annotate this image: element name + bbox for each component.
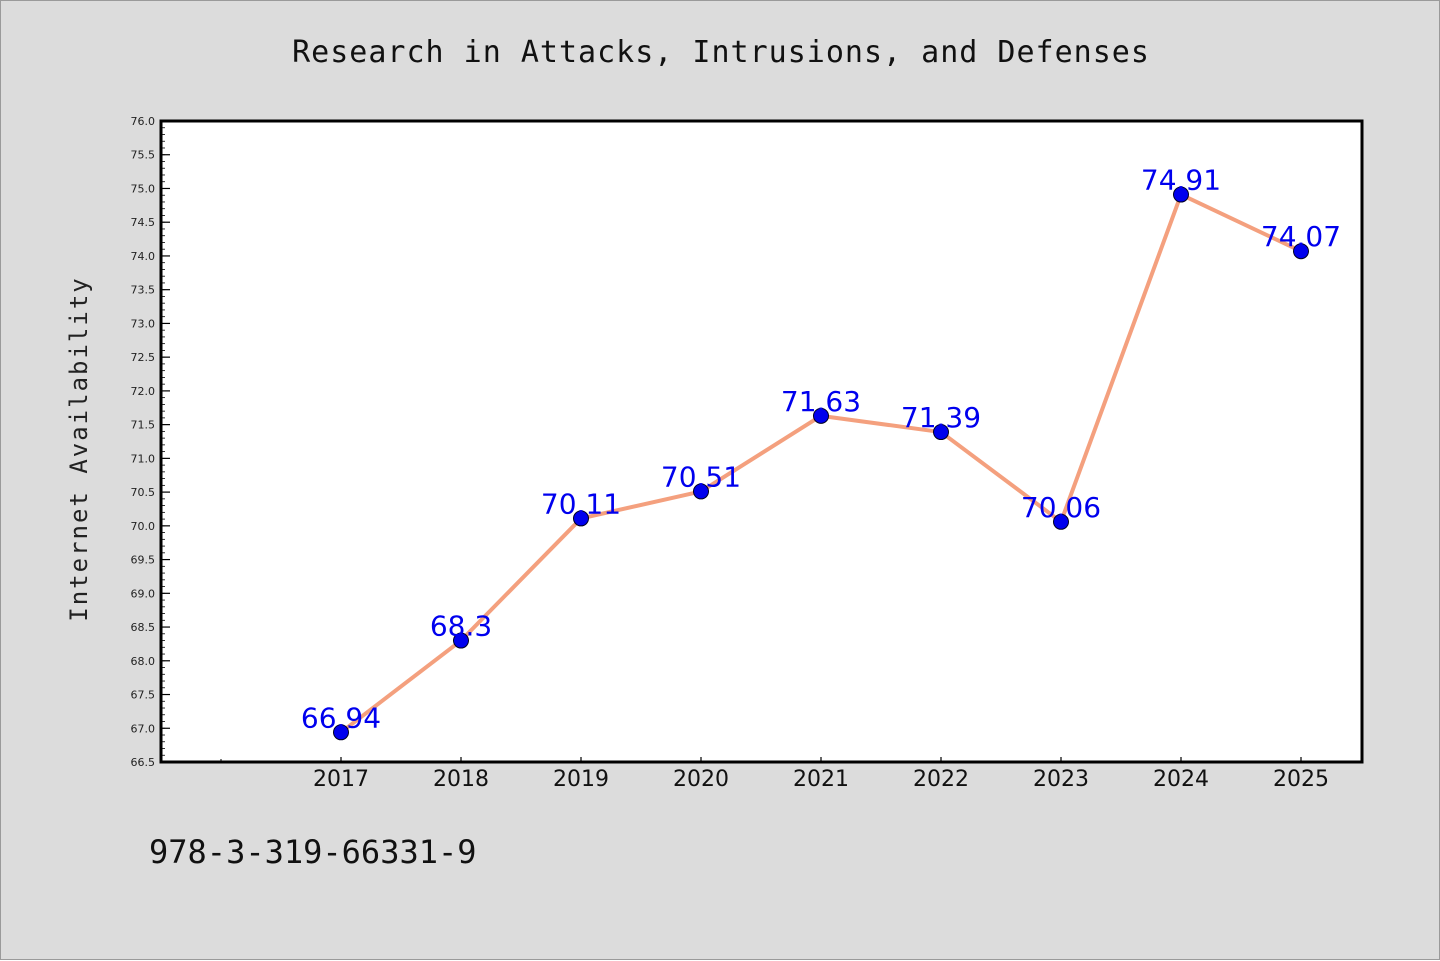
- data-label: 71.39: [901, 401, 981, 434]
- data-point: [1293, 243, 1309, 260]
- y-tick-label: 73.0: [131, 317, 156, 330]
- y-tick-label: 68.5: [131, 621, 156, 634]
- y-tick-label: 71.5: [131, 419, 156, 432]
- y-tick-label: 74.0: [131, 250, 156, 263]
- x-tick-label: 2025: [1273, 767, 1329, 792]
- x-tick-label: 2019: [553, 767, 609, 792]
- x-tick-label: 2021: [793, 767, 849, 792]
- x-tick-label: 2023: [1033, 767, 1089, 792]
- y-tick-label: 72.5: [131, 351, 156, 364]
- x-tick-label: 2018: [433, 767, 489, 792]
- x-tick-label: 2017: [313, 767, 369, 792]
- data-point: [1053, 513, 1069, 530]
- chart-title: Research in Attacks, Intrusions, and Def…: [292, 35, 1150, 70]
- data-label: 70.06: [1021, 491, 1101, 524]
- data-label: 66.94: [301, 701, 381, 734]
- footer-text: 978-3-319-66331-9: [149, 833, 477, 871]
- y-tick-label: 69.5: [131, 554, 156, 567]
- data-label: 74.91: [1141, 164, 1221, 197]
- y-tick-label: 75.5: [131, 149, 156, 162]
- y-tick-label: 68.0: [131, 655, 156, 668]
- y-tick-label: 74.5: [131, 216, 156, 229]
- plot-area: [159, 119, 1364, 764]
- data-point: [813, 407, 829, 424]
- data-label: 68.3: [430, 610, 492, 643]
- y-tick-label: 70.5: [131, 486, 156, 499]
- y-tick-label: 70.0: [131, 520, 156, 533]
- x-tick-label: 2024: [1153, 767, 1209, 792]
- y-tick-label: 71.0: [131, 452, 156, 465]
- data-label: 71.63: [781, 385, 861, 418]
- y-tick-label: 67.0: [131, 722, 156, 735]
- data-label: 70.11: [541, 487, 621, 520]
- x-tick-label: 2022: [913, 767, 969, 792]
- data-point: [1173, 186, 1189, 203]
- y-tick-label: 67.5: [131, 689, 156, 702]
- y-tick-label: 66.5: [131, 756, 156, 769]
- y-tick-label: 75.0: [131, 182, 156, 195]
- data-point: [453, 632, 469, 649]
- x-axis: 2017 2018 2019 2020 2021 2022 2023 2024 2025: [220, 757, 1329, 792]
- data-label: 70.51: [661, 460, 741, 493]
- x-tick-label: 2020: [673, 767, 729, 792]
- series-layer: 66.94 68.3 70.11 70.51 71.63 71.39 70.06 74.91 7…: [301, 164, 1341, 741]
- y-tick-label: 73.5: [131, 284, 156, 297]
- data-point: [333, 724, 349, 741]
- data-point: [693, 483, 709, 500]
- y-axis: 66.5 67.0 67.5 68.0 68.5 69.0 69.5 70.0 70.5 71.0…: [131, 115, 170, 769]
- data-point: [573, 510, 589, 527]
- data-point: [933, 424, 949, 441]
- data-label: 74.07: [1261, 220, 1341, 253]
- y-tick-label: 72.0: [131, 385, 156, 398]
- y-tick-label: 76.0: [131, 115, 156, 128]
- y-tick-label: 69.0: [131, 587, 156, 600]
